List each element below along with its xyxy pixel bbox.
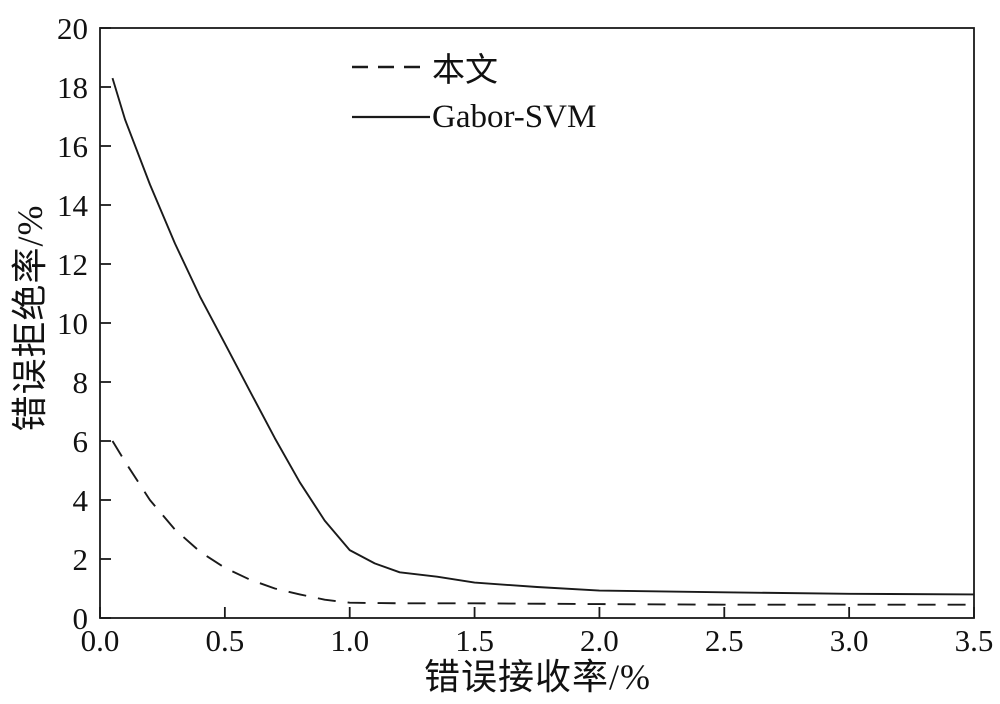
x-tick-label: 1.5 xyxy=(455,623,494,658)
y-tick-label: 16 xyxy=(57,129,88,164)
x-tick-label: 2.0 xyxy=(580,623,619,658)
legend-item-benwen: 本文 xyxy=(350,44,596,90)
dashed-line-icon xyxy=(352,65,430,69)
x-tick-label: 2.5 xyxy=(705,623,744,658)
x-tick-label: 0.5 xyxy=(205,623,244,658)
x-tick-label: 3.5 xyxy=(955,623,994,658)
legend-item-gabor-svm: Gabor-SVM xyxy=(350,94,596,140)
y-tick-label: 8 xyxy=(73,365,89,400)
x-axis: 0.0 0.5 1.0 1.5 2.0 2.5 3.0 3.5 xyxy=(81,607,994,658)
y-tick-label: 4 xyxy=(73,483,89,518)
x-axis-title: 错误接收率/% xyxy=(424,657,651,697)
y-tick-label: 20 xyxy=(57,11,88,46)
x-tick-label: 0.0 xyxy=(81,623,120,658)
y-tick-label: 14 xyxy=(57,188,89,223)
legend: 本文 Gabor-SVM xyxy=(350,44,596,140)
y-axis: 0 2 4 6 8 10 12 14 16 18 20 xyxy=(57,11,111,636)
y-tick-label: 2 xyxy=(73,542,89,577)
y-tick-label: 0 xyxy=(73,601,89,636)
solid-line-icon xyxy=(352,115,430,119)
x-tick-label: 3.0 xyxy=(830,623,869,658)
y-tick-label: 12 xyxy=(57,247,88,282)
x-tick-label: 1.0 xyxy=(330,623,369,658)
series-line-benwen xyxy=(111,440,974,606)
y-tick-label: 18 xyxy=(57,70,88,105)
y-tick-label: 10 xyxy=(57,306,88,341)
series-line-gabor-svm xyxy=(111,77,975,596)
legend-label-gabor-svm: Gabor-SVM xyxy=(432,98,597,135)
y-tick-label: 6 xyxy=(73,424,89,459)
y-axis-title: 错误拒绝率/% xyxy=(10,204,50,432)
legend-label-benwen: 本文 xyxy=(432,53,498,89)
